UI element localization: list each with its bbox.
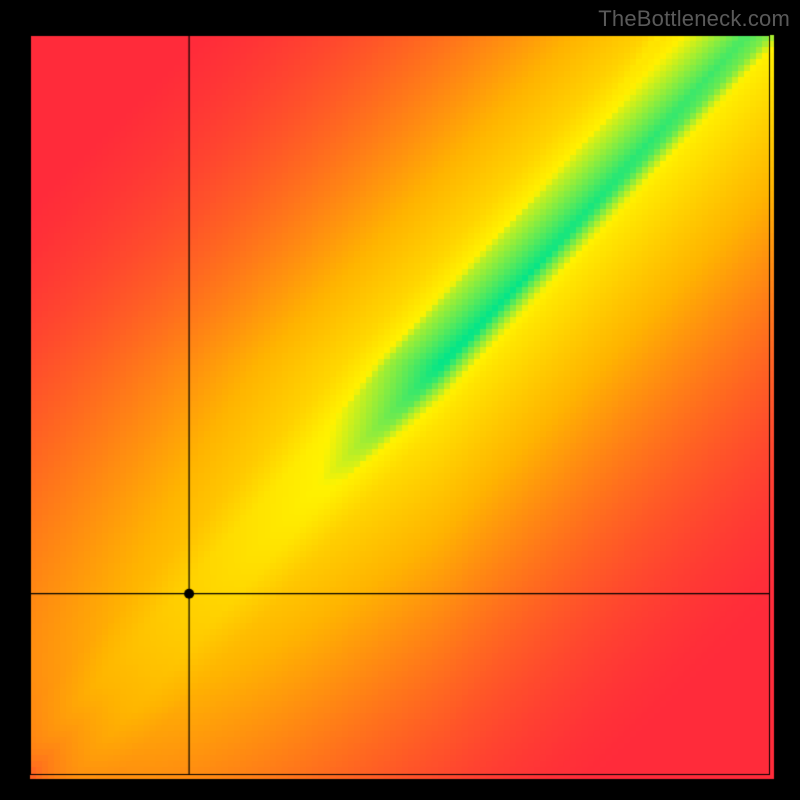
watermark-label: TheBottleneck.com bbox=[598, 6, 790, 32]
bottleneck-heatmap bbox=[0, 0, 800, 800]
chart-container: TheBottleneck.com bbox=[0, 0, 800, 800]
